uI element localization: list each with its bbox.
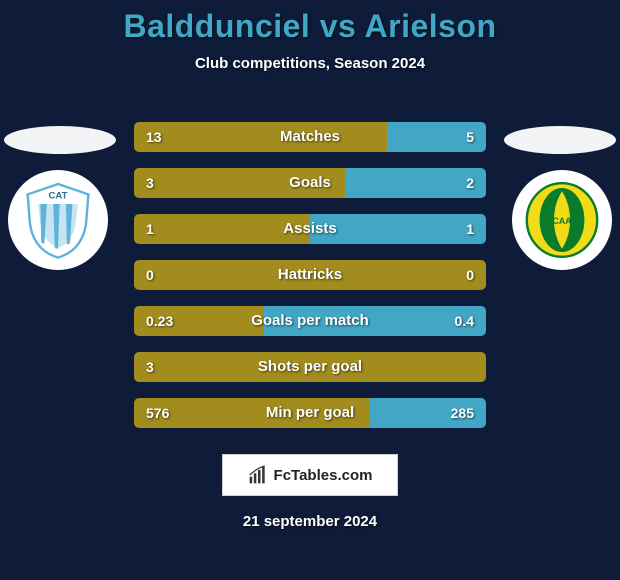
stat-row: 32Goals: [134, 168, 486, 198]
page-title: Balddunciel vs Arielson: [0, 8, 620, 45]
title-vs: vs: [310, 8, 364, 44]
left-team-badge: CAT: [8, 170, 108, 270]
right-ellipse-shadow: [504, 126, 616, 154]
left-ellipse-shadow: [4, 126, 116, 154]
stat-row: 135Matches: [134, 122, 486, 152]
stat-label: Min per goal: [134, 398, 486, 428]
footer-date: 21 september 2024: [0, 513, 620, 530]
brand-footer[interactable]: FcTables.com: [222, 454, 398, 496]
stat-label: Goals: [134, 168, 486, 198]
stat-row: 11Assists: [134, 214, 486, 244]
stat-row: 576285Min per goal: [134, 398, 486, 428]
stat-row: 00Hattricks: [134, 260, 486, 290]
stat-label: Shots per goal: [134, 352, 486, 382]
stat-label: Hattricks: [134, 260, 486, 290]
club-badge-right-icon: CAA: [522, 180, 602, 260]
stat-row: 0.230.4Goals per match: [134, 306, 486, 336]
svg-text:CAT: CAT: [48, 190, 67, 201]
brand-name: FcTables.com: [274, 467, 373, 484]
stat-label: Matches: [134, 122, 486, 152]
svg-text:CAA: CAA: [552, 216, 572, 226]
comparison-infographic: Balddunciel vs Arielson Club competition…: [0, 0, 620, 580]
subtitle: Club competitions, Season 2024: [0, 55, 620, 72]
player1-name: Balddunciel: [123, 8, 310, 44]
player2-name: Arielson: [365, 8, 497, 44]
stats-chart-icon: [248, 465, 268, 485]
stat-label: Assists: [134, 214, 486, 244]
stat-label: Goals per match: [134, 306, 486, 336]
stat-rows: 135Matches 32Goals 11Assists 00Hattricks 0.2…: [134, 122, 486, 444]
right-team-badge: CAA: [512, 170, 612, 270]
stat-row: 3Shots per goal: [134, 352, 486, 382]
club-badge-left-icon: CAT: [18, 180, 98, 260]
